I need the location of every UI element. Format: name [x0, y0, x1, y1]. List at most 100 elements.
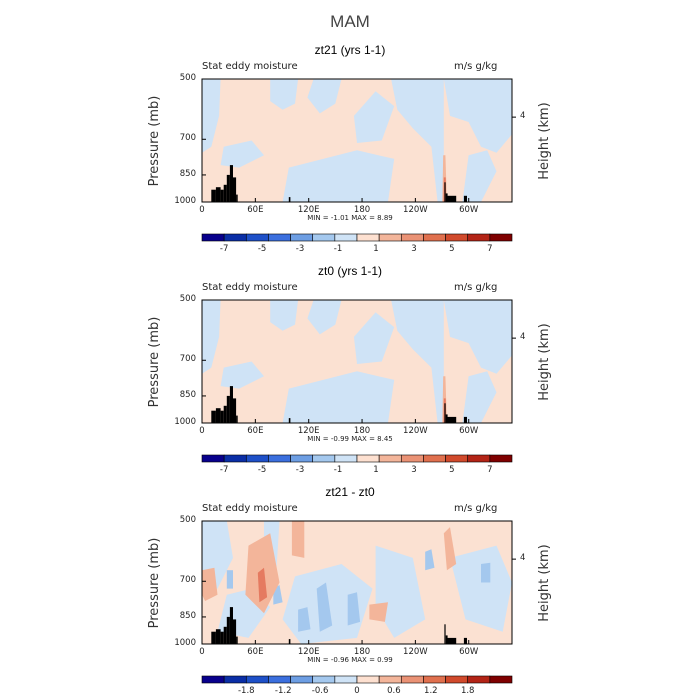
topography-mask: [226, 395, 230, 423]
contour-region: [270, 79, 299, 110]
contour-region: [298, 607, 311, 632]
topography-mask: [211, 189, 216, 202]
colorbar-label: -7: [219, 244, 229, 254]
y-tick-label: 1000: [174, 638, 196, 648]
y2-tick-label: 4: [520, 553, 526, 564]
panel-title: zt21 - zt0: [325, 485, 375, 499]
colorbar-segment: [223, 454, 247, 463]
colorbar-segment: [356, 233, 380, 242]
colorbar-label: -5: [257, 465, 267, 475]
x-tick-label: 120W: [403, 647, 428, 657]
x-tick-label: 60W: [459, 426, 479, 436]
topography-mask: [229, 607, 233, 644]
colorbar: [201, 675, 513, 684]
y2-tick-label: 4: [520, 111, 526, 122]
colorbar-segment: [489, 233, 513, 242]
colorbar-label: -0.6: [311, 686, 329, 696]
colorbar-segment: [423, 233, 446, 242]
topography-mask: [463, 416, 467, 424]
colorbar-label: 0.6: [387, 686, 401, 696]
topography-mask: [444, 403, 446, 423]
colorbar-segment: [400, 454, 424, 463]
x-tick-label: 180: [353, 426, 371, 436]
y-axis-label: Pressure (mb): [147, 95, 162, 186]
x-tick-label: 60W: [459, 647, 479, 657]
y2-tick-label: 4: [520, 332, 526, 343]
x-tick-label: 0: [199, 647, 205, 657]
colorbar-segment: [334, 454, 358, 463]
colorbar-segment: [268, 675, 291, 684]
colorbar-label: 5: [449, 244, 455, 254]
contour-region: [291, 521, 305, 558]
panel-units: m/s g/kg: [454, 503, 498, 514]
x-tick-label: 120W: [403, 205, 428, 215]
y-tick-label: 1000: [174, 196, 196, 206]
contour-region: [202, 79, 221, 153]
colorbar-segment: [334, 675, 358, 684]
colorbar-label: 1.8: [460, 686, 475, 696]
colorbar-label: -1: [333, 465, 343, 475]
contour-region: [316, 582, 333, 632]
y-tick-label: 1000: [174, 417, 196, 427]
topography-mask: [233, 177, 237, 202]
y2-axis-label: Height (km): [537, 101, 552, 180]
colorbar-segment: [290, 454, 314, 463]
topography-mask: [229, 165, 233, 202]
colorbar-label: -3: [295, 465, 305, 475]
plot-frame: [201, 78, 513, 203]
x-tick-label: 60W: [459, 205, 479, 215]
topography-mask: [444, 624, 446, 644]
colorbar-segment: [400, 233, 424, 242]
topography-mask: [236, 415, 238, 423]
topography-mask: [444, 182, 446, 202]
x-tick-label: 180: [353, 205, 371, 215]
contour-region: [307, 300, 342, 335]
topography-mask: [220, 631, 224, 644]
topography-mask: [223, 626, 227, 644]
colorbar-segment: [201, 675, 225, 684]
colorbar-segment: [400, 675, 424, 684]
topography-mask: [445, 635, 448, 644]
panel-left-label: Stat eddy moisture: [202, 503, 298, 514]
colorbar-label: 3: [411, 244, 417, 254]
topography-mask: [223, 184, 227, 202]
colorbar-label: 1.2: [424, 686, 438, 696]
y-tick-label: 500: [179, 294, 196, 304]
colorbar-segment: [201, 233, 225, 242]
y-tick-label: 850: [179, 610, 196, 621]
colorbar-segment: [423, 675, 446, 684]
contour-region: [369, 602, 388, 622]
colorbar-segment: [290, 675, 314, 684]
topography-mask: [447, 195, 457, 202]
contour-region: [462, 371, 497, 423]
colorbar-label: 0: [354, 686, 360, 696]
topography-mask: [445, 193, 448, 202]
contour-region: [443, 300, 512, 374]
min-max-readout: MIN = -0.96 MAX = 0.99: [307, 656, 393, 664]
figure-title: MAM: [330, 12, 370, 31]
topography-mask: [229, 386, 233, 423]
colorbar-label: 5: [449, 465, 455, 475]
colorbar-segment: [489, 675, 513, 684]
min-max-readout: MIN = -0.99 MAX = 8.45: [307, 435, 393, 443]
topography-mask: [463, 637, 467, 645]
colorbar-segment: [268, 454, 291, 463]
y-tick-label: 700: [179, 575, 196, 586]
colorbar-segment: [445, 675, 469, 684]
contour-region: [270, 300, 299, 331]
colorbar-segment: [223, 675, 247, 684]
colorbar-segment: [378, 675, 402, 684]
colorbar-segment: [356, 675, 380, 684]
topography-mask: [236, 194, 238, 202]
contour-region: [347, 592, 361, 626]
topography-mask: [211, 631, 216, 644]
colorbar-segment: [245, 675, 269, 684]
colorbar-label: -3: [295, 244, 305, 254]
contour-region: [481, 562, 491, 583]
contour-region: [202, 300, 221, 374]
colorbar-label: -1.8: [237, 686, 255, 696]
topography-mask: [226, 174, 230, 202]
colorbar-segment: [223, 233, 247, 242]
contour-region: [450, 545, 512, 632]
y-tick-label: 850: [179, 389, 196, 400]
